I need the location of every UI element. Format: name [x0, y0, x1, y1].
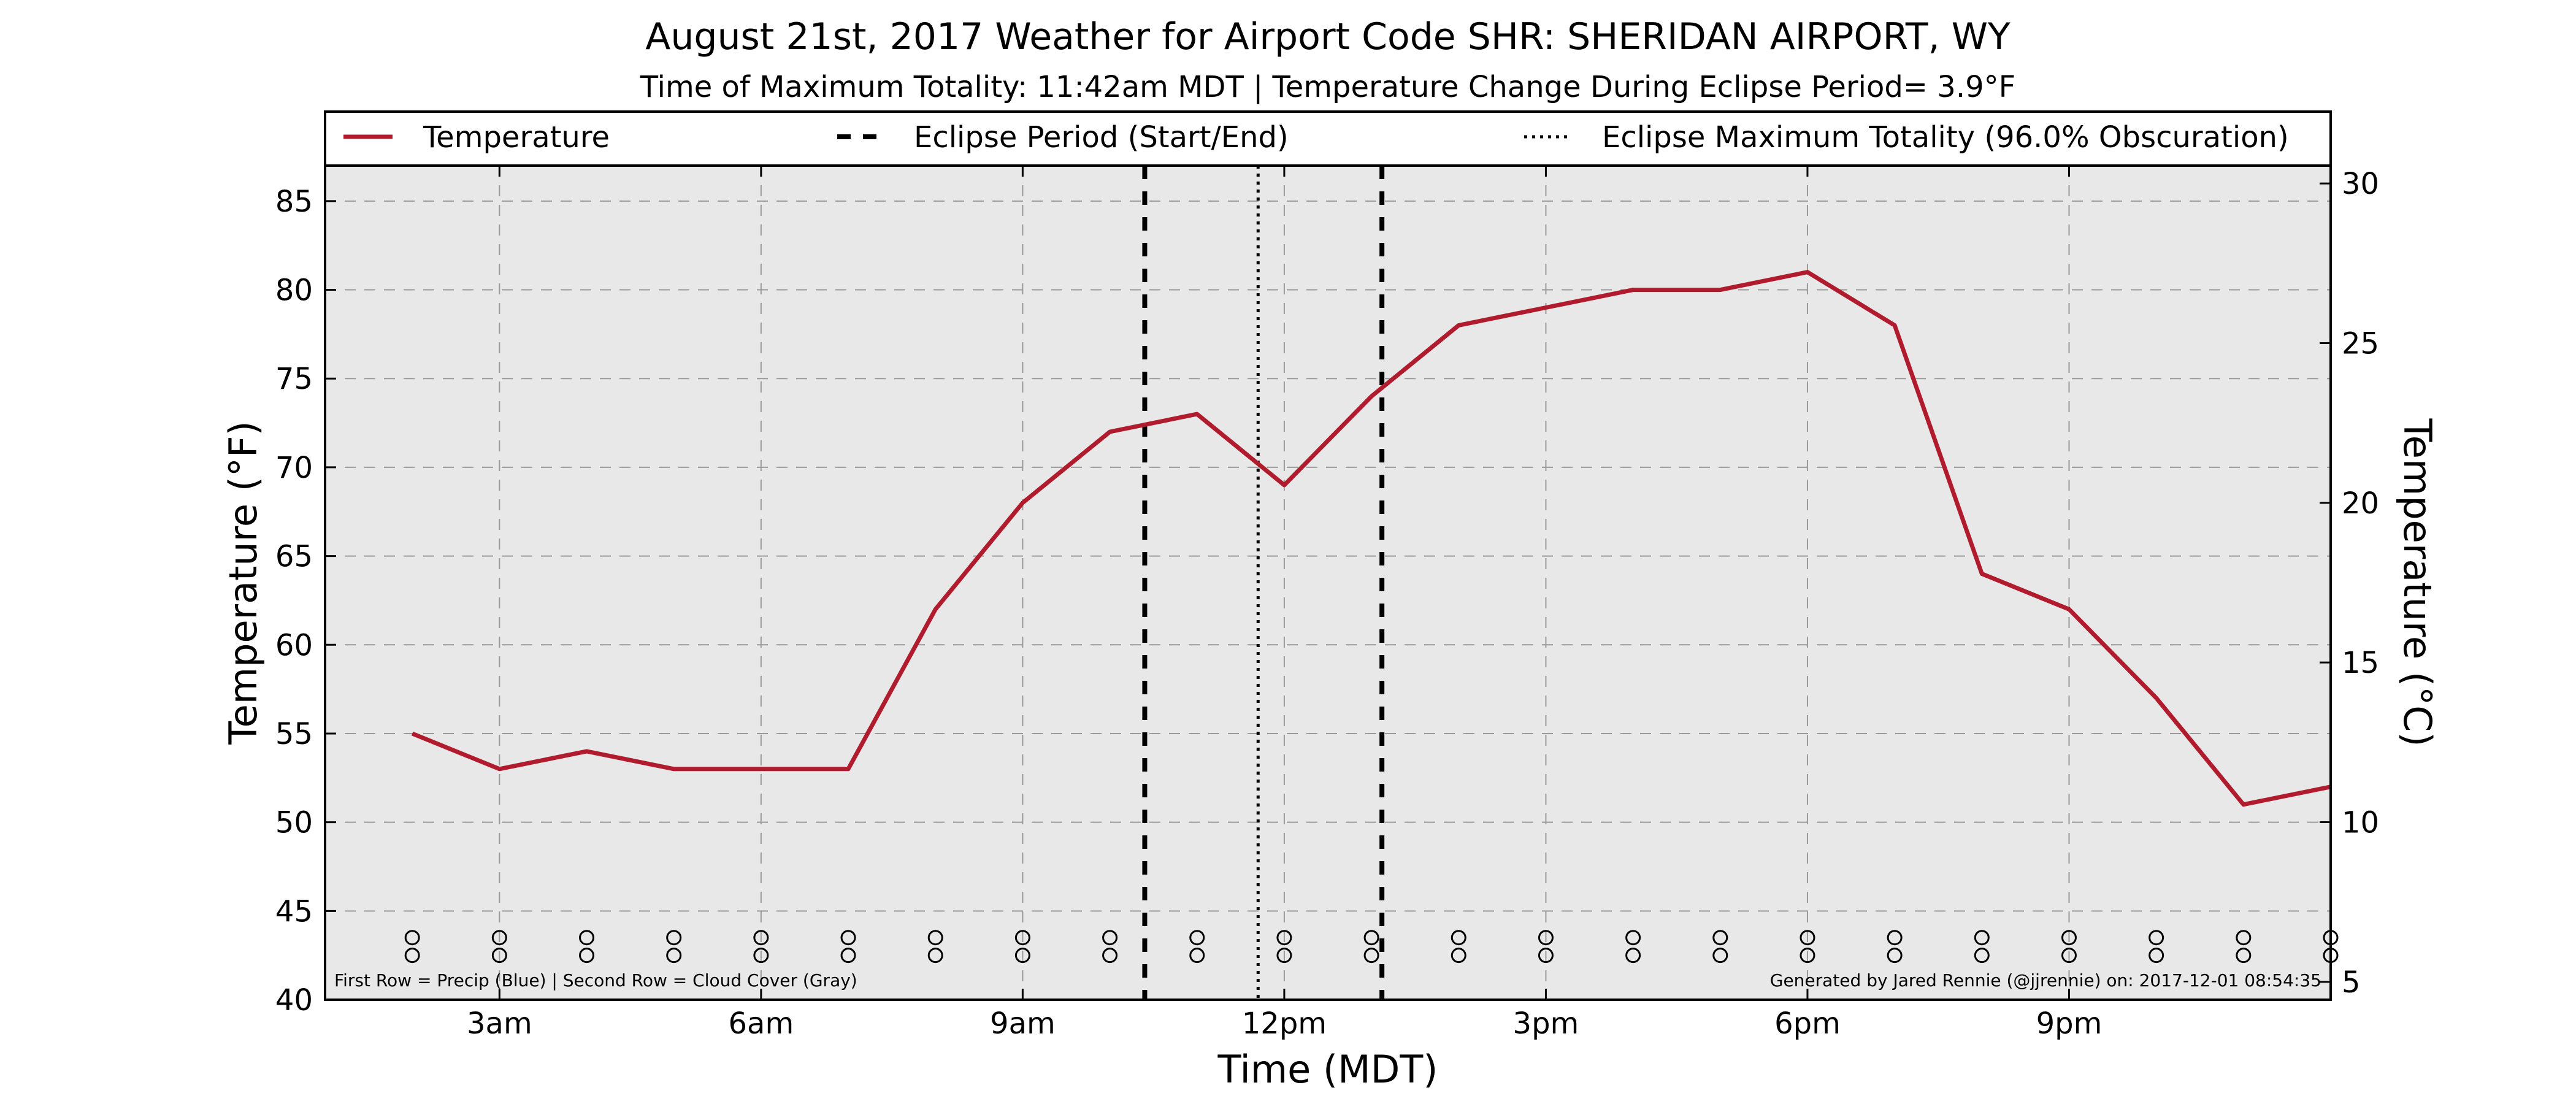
precip-marker	[927, 930, 943, 946]
precip-marker	[2236, 930, 2252, 946]
y-tick-label: 40	[275, 983, 313, 1018]
plot-area	[325, 166, 2331, 1000]
y-tick-label: 45	[275, 894, 313, 929]
cloud-cover-marker	[1538, 948, 1554, 964]
cloud-cover-marker	[1974, 948, 1990, 964]
y-tick-label: 50	[275, 806, 313, 840]
x-tick-label: 9pm	[2036, 1006, 2103, 1041]
footnote-right: Generated by Jared Rennie (@jjrennie) on…	[1770, 970, 2321, 991]
cloud-cover-marker	[1276, 948, 1292, 964]
precip-marker	[1451, 930, 1466, 946]
cloud-cover-marker	[1625, 948, 1641, 964]
legend-item-eclipse-period: Eclipse Period (Start/End)	[837, 120, 1289, 155]
precip-marker	[753, 930, 769, 946]
legend-item-temperature: Temperature	[343, 120, 610, 155]
precip-marker	[1974, 930, 1990, 946]
precip-marker	[1102, 930, 1118, 946]
legend-item-eclipse-max: Eclipse Maximum Totality (96.0% Obscurat…	[1524, 120, 2289, 155]
cloud-cover-marker	[1189, 948, 1205, 964]
y-tick-label: 65	[275, 540, 313, 574]
precip-marker	[491, 930, 507, 946]
y-right-tick-label: 15	[2342, 646, 2379, 680]
precip-marker	[2061, 930, 2077, 946]
precip-marker	[404, 930, 420, 946]
precip-marker	[1538, 930, 1554, 946]
y-right-tick-label: 20	[2342, 486, 2379, 521]
y-tick-label: 70	[275, 451, 313, 485]
precip-marker	[840, 930, 856, 946]
precip-marker	[1276, 930, 1292, 946]
y-tick-label: 55	[275, 717, 313, 751]
series-line-temperature	[411, 270, 2331, 807]
x-tick-label: 3pm	[1513, 1006, 1579, 1041]
x-axis-ticks: 3am 6am 9am 12pm 3pm 6pm 9pm	[467, 166, 2102, 1041]
footnote-left: First Row = Precip (Blue) | Second Row =…	[334, 970, 857, 991]
y-right-tick-label: 30	[2342, 167, 2379, 201]
x-tick-label: 6am	[729, 1006, 794, 1041]
cloud-cover-marker	[753, 948, 769, 964]
chart-title: August 21st, 2017 Weather for Airport Co…	[645, 15, 2011, 58]
cloud-cover-marker	[1800, 948, 1815, 964]
precip-marker	[1363, 930, 1379, 946]
precip-marker	[1189, 930, 1205, 946]
y-axis-right-label: Temperature (°C)	[2395, 418, 2440, 746]
cloud-cover-marker	[404, 948, 420, 964]
cloud-cover-marker	[2149, 948, 2164, 964]
cloud-cover-marker	[491, 948, 507, 964]
marker-rows	[404, 930, 2339, 964]
cloud-cover-marker	[1712, 948, 1728, 964]
precip-marker	[1887, 930, 1903, 946]
x-tick-label: 3am	[467, 1006, 532, 1041]
cloud-cover-marker	[1363, 948, 1379, 964]
precip-marker	[2149, 930, 2164, 946]
precip-marker	[1625, 930, 1641, 946]
cloud-cover-marker	[840, 948, 856, 964]
x-tick-label: 12pm	[1242, 1006, 1327, 1041]
y-axis-ticks: 40 45 50 55 60 65 70 75 80 85	[275, 185, 336, 1018]
y-tick-label: 60	[275, 628, 313, 662]
cloud-cover-marker	[927, 948, 943, 964]
legend-label-eclipse-max: Eclipse Maximum Totality (96.0% Obscurat…	[1602, 120, 2289, 155]
cloud-cover-marker	[666, 948, 682, 964]
cloud-cover-marker	[1014, 948, 1030, 964]
y-tick-label: 85	[275, 185, 313, 219]
x-tick-label: 9am	[990, 1006, 1056, 1041]
cloud-cover-marker	[2061, 948, 2077, 964]
y-tick-label: 80	[275, 274, 313, 308]
legend-label-eclipse-period: Eclipse Period (Start/End)	[914, 120, 1289, 155]
cloud-cover-marker	[579, 948, 595, 964]
x-tick-label: 6pm	[1774, 1006, 1841, 1041]
precip-marker	[579, 930, 595, 946]
series-layer	[411, 270, 2331, 807]
chart-subtitle: Time of Maximum Totality: 11:42am MDT | …	[640, 70, 2015, 104]
y-axis-label: Temperature (°F)	[221, 421, 266, 745]
cloud-cover-marker	[1887, 948, 1903, 964]
cloud-cover-marker	[1102, 948, 1118, 964]
legend-label-temperature: Temperature	[423, 120, 610, 155]
y-right-tick-label: 25	[2342, 326, 2379, 361]
precip-marker	[1800, 930, 1815, 946]
cloud-cover-marker	[2236, 948, 2252, 964]
y-right-tick-label: 5	[2342, 965, 2361, 1000]
y-tick-label: 75	[275, 362, 313, 396]
precip-marker	[1712, 930, 1728, 946]
cloud-cover-marker	[1451, 948, 1466, 964]
precip-marker	[1014, 930, 1030, 946]
x-axis-label: Time (MDT)	[1217, 1047, 1438, 1092]
legend-box	[324, 110, 2332, 167]
precip-marker	[666, 930, 682, 946]
eclipse-lines	[1142, 166, 1385, 1000]
y-right-tick-label: 10	[2342, 806, 2379, 840]
y-axis-right-ticks: 5 10 15 20 25 30	[2320, 167, 2379, 1000]
grid-lines	[325, 166, 2331, 1000]
